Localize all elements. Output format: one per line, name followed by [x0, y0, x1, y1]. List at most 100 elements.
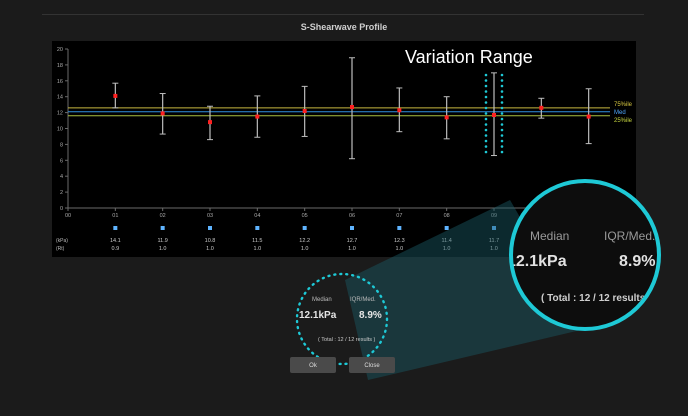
rt-row-unit: (Rt): [56, 246, 65, 252]
median-legend-label: Med: [614, 110, 626, 116]
x-tick-label: 07: [396, 213, 402, 219]
variation-dot: [500, 84, 504, 88]
data-point: [302, 109, 307, 114]
data-point: [539, 105, 544, 110]
variation-dot: [484, 84, 488, 88]
rt-value: 1.0: [206, 246, 214, 252]
kpa-value: 12.3: [394, 238, 405, 244]
rt-value: 1.0: [348, 246, 356, 252]
zoom-iqr-label: IQR/Med.: [604, 229, 655, 243]
data-point: [350, 105, 354, 110]
zoom-median-label: Median: [530, 229, 569, 243]
zoom-median-value: 12.1kPa: [507, 253, 567, 270]
y-tick-label: 12: [57, 111, 63, 117]
zoom-ring: [509, 179, 661, 331]
kpa-value: 11.4: [442, 238, 452, 244]
y-tick-label: 16: [57, 79, 63, 85]
variation-dot: [484, 145, 488, 148]
variation-dot: [500, 73, 504, 77]
y-tick-label: 6: [60, 158, 63, 164]
data-point: [113, 93, 118, 98]
p75-legend-label: 75%ile: [614, 102, 633, 108]
small-result-ring: [295, 272, 389, 366]
row-marker: [302, 226, 307, 230]
data-point: [255, 114, 260, 119]
variation-dot: [500, 117, 504, 121]
rt-value: 1.0: [301, 246, 309, 252]
variation-dot: [484, 123, 488, 126]
x-tick-label: 02: [160, 213, 166, 219]
small-median-value: 12.1kPa: [299, 310, 337, 321]
rt-value: 1.0: [159, 246, 167, 252]
variation-dot: [500, 139, 504, 143]
rt-value: 1.0: [490, 246, 498, 252]
zoom-total-text: ( Total : 12 / 12 results: [541, 293, 646, 304]
small-median-label: Median: [312, 297, 332, 303]
row-marker: [350, 226, 354, 230]
rt-value: 0.9: [112, 246, 120, 252]
y-tick-label: 14: [57, 95, 63, 101]
row-marker: [255, 226, 260, 230]
variation-dot: [484, 139, 488, 143]
rt-value: 1.0: [443, 246, 451, 252]
variation-dot: [500, 150, 504, 154]
variation-dot: [484, 106, 488, 110]
ok-button[interactable]: Ok: [290, 357, 336, 373]
variation-dot: [484, 128, 488, 132]
variation-dot: [484, 101, 488, 104]
variation-dot: [500, 128, 504, 132]
variation-dot: [484, 73, 488, 77]
row-marker: [492, 226, 496, 230]
rt-value: 1.0: [396, 246, 404, 252]
kpa-value: 11.7: [489, 238, 499, 244]
variation-dot: [500, 123, 504, 126]
variation-dot: [500, 106, 504, 110]
variation-dot: [484, 112, 488, 115]
zoom-circle-bg: [511, 181, 659, 329]
row-marker: [397, 226, 402, 230]
kpa-value: 12.2: [299, 238, 310, 244]
kpa-value: 10.8: [205, 238, 216, 244]
y-tick-label: 20: [57, 47, 63, 53]
x-tick-label: 03: [207, 213, 213, 219]
variation-dot: [500, 95, 504, 99]
zoom-iqr-value: 8.9%: [619, 253, 655, 270]
x-tick-label: 06: [349, 213, 355, 219]
kpa-value: 14.1: [110, 238, 121, 244]
variation-range-markers: [484, 73, 504, 154]
variation-dot: [484, 134, 488, 137]
y-tick-label: 8: [60, 142, 63, 148]
variation-dot: [500, 112, 504, 115]
y-tick-label: 2: [60, 190, 63, 196]
kpa-value: 11.9: [158, 238, 168, 244]
variation-dot: [500, 101, 504, 104]
row-marker: [160, 226, 165, 230]
x-tick-label: 01: [112, 213, 118, 219]
variation-dot: [484, 95, 488, 99]
x-tick-label: 04: [254, 213, 260, 219]
rt-value: 1.0: [254, 246, 262, 252]
variation-range-label: Variation Range: [405, 47, 533, 67]
kpa-value: 12.7: [347, 238, 358, 244]
data-point: [444, 115, 449, 120]
data-point: [208, 120, 212, 125]
variation-dot: [500, 145, 504, 148]
y-tick-label: 0: [60, 206, 63, 212]
variation-dot: [500, 79, 504, 82]
data-point: [160, 111, 165, 116]
row-marker: [208, 226, 212, 230]
top-divider: [42, 14, 644, 15]
variation-dot: [500, 90, 504, 93]
row-marker: [444, 226, 449, 230]
variation-dot: [484, 150, 488, 154]
p25-legend-label: 25%ile: [614, 118, 633, 124]
close-button[interactable]: Close: [349, 357, 395, 373]
small-iqr-label: IQR/Med.: [350, 297, 376, 303]
x-tick-label: 09: [491, 213, 497, 219]
kpa-value: 11.5: [252, 238, 262, 244]
y-tick-label: 10: [57, 127, 63, 133]
data-point: [492, 112, 496, 117]
variation-dot: [484, 79, 488, 82]
variation-dot: [484, 90, 488, 93]
